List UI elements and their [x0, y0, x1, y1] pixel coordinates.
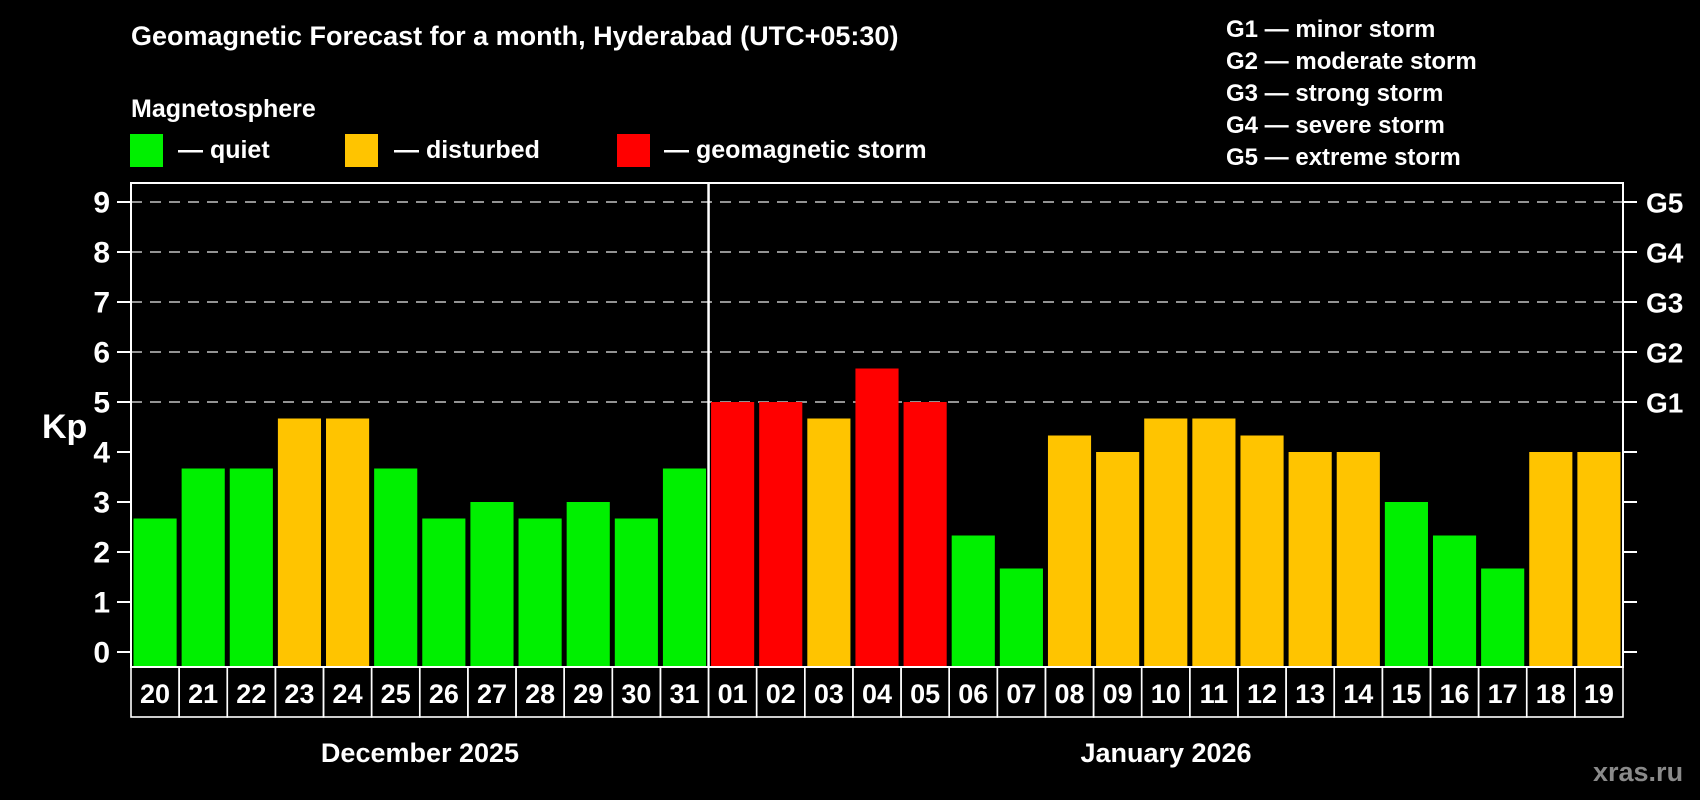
kp-bar-day-08: [1047, 435, 1092, 666]
y-axis-tick-label-8: 8: [93, 237, 110, 270]
kp-bar-day-21: [181, 468, 225, 666]
kp-bar-day-29: [566, 502, 610, 666]
date-label-28: 28: [525, 679, 555, 709]
month-label-january: January 2026: [1080, 738, 1252, 768]
date-label-29: 29: [573, 679, 603, 709]
kp-bar-day-17: [1481, 568, 1525, 666]
y-axis-tick-label-3: 3: [93, 487, 110, 520]
date-label-23: 23: [284, 679, 314, 709]
g-axis-label-G3: G3: [1646, 288, 1683, 319]
date-label-18: 18: [1536, 679, 1566, 709]
kp-bar-day-03: [807, 418, 851, 666]
kp-bar-day-07: [999, 568, 1043, 666]
y-axis-tick-label-5: 5: [93, 387, 110, 420]
kp-bar-day-24: [326, 418, 370, 666]
date-label-09: 09: [1103, 679, 1133, 709]
date-label-17: 17: [1488, 679, 1518, 709]
storm-legend-label: — geomagnetic storm: [664, 136, 927, 164]
xras-watermark: xras.ru: [1593, 757, 1684, 787]
date-label-04: 04: [862, 679, 892, 709]
date-label-27: 27: [477, 679, 507, 709]
date-label-25: 25: [381, 679, 411, 709]
kp-bar-day-28: [518, 518, 562, 666]
date-label-30: 30: [621, 679, 651, 709]
g-axis-label-G2: G2: [1646, 338, 1683, 369]
kp-bar-day-06: [951, 535, 995, 666]
kp-bar-day-22: [229, 468, 273, 666]
kp-bar-day-27: [470, 502, 514, 666]
date-label-31: 31: [669, 679, 699, 709]
date-label-10: 10: [1151, 679, 1181, 709]
date-label-16: 16: [1440, 679, 1470, 709]
date-label-19: 19: [1584, 679, 1614, 709]
kp-bar-day-04: [855, 368, 899, 666]
kp-bar-day-05: [903, 402, 947, 666]
g4-legend-line: G4 — severe storm: [1226, 112, 1445, 139]
kp-bar-day-09: [1096, 452, 1140, 666]
g-axis-label-G4: G4: [1646, 238, 1684, 269]
storm-color-swatch: [617, 134, 650, 167]
date-label-06: 06: [958, 679, 988, 709]
date-label-02: 02: [766, 679, 796, 709]
month-label-december: December 2025: [320, 738, 520, 768]
magnetosphere-label: Magnetosphere: [131, 95, 316, 123]
y-axis-tick-label-1: 1: [93, 587, 110, 620]
y-axis-tick-label-4: 4: [93, 437, 110, 470]
date-label-03: 03: [814, 679, 844, 709]
kp-axis-label: Kp: [42, 408, 88, 446]
kp-bar-day-18: [1529, 452, 1573, 666]
kp-bar-day-25: [374, 468, 418, 666]
kp-bar-day-11: [1192, 418, 1236, 666]
kp-bar-day-19: [1577, 452, 1621, 666]
date-label-11: 11: [1200, 679, 1229, 709]
date-label-08: 08: [1054, 679, 1084, 709]
date-label-12: 12: [1247, 679, 1277, 709]
date-label-01: 01: [718, 679, 748, 709]
kp-bar-day-13: [1288, 452, 1332, 666]
date-label-13: 13: [1295, 679, 1325, 709]
date-label-21: 21: [188, 679, 218, 709]
disturbed-color-swatch: [345, 134, 378, 167]
date-label-24: 24: [333, 679, 363, 709]
y-axis-tick-label-7: 7: [93, 287, 110, 320]
y-axis-tick-label-2: 2: [93, 537, 110, 570]
kp-bar-day-26: [422, 518, 466, 666]
date-label-22: 22: [236, 679, 266, 709]
kp-bar-day-01: [711, 402, 755, 666]
state-legend: — quiet — disturbed — geomagnetic storm: [0, 134, 1700, 167]
g-scale-legend: G1 — minor storm G2 — moderate storm G3 …: [1226, 14, 1477, 174]
g3-legend-line: G3 — strong storm: [1226, 80, 1444, 107]
quiet-legend-label: — quiet: [178, 136, 270, 164]
g5-legend-line: G5 — extreme storm: [1226, 144, 1461, 171]
kp-bar-day-23: [277, 418, 322, 666]
kp-bar-day-12: [1240, 435, 1284, 666]
page-title: Geomagnetic Forecast for a month, Hydera…: [131, 21, 899, 51]
date-label-05: 05: [910, 679, 940, 709]
date-label-15: 15: [1391, 679, 1421, 709]
kp-bar-day-16: [1432, 535, 1477, 666]
kp-bar-day-20: [133, 518, 177, 666]
y-axis-tick-label-6: 6: [93, 337, 110, 370]
kp-bar-day-15: [1384, 502, 1428, 666]
date-cell-19: [1574, 666, 1624, 718]
date-label-20: 20: [140, 679, 170, 709]
kp-bar-day-31: [662, 468, 707, 666]
disturbed-legend-label: — disturbed: [394, 136, 540, 164]
kp-bar-day-02: [759, 402, 803, 666]
date-label-26: 26: [429, 679, 459, 709]
g2-legend-line: G2 — moderate storm: [1226, 48, 1477, 75]
date-label-07: 07: [1006, 679, 1036, 709]
kp-bar-day-30: [614, 518, 658, 666]
y-axis-tick-label-9: 9: [93, 187, 110, 220]
g1-legend-line: G1 — minor storm: [1226, 16, 1436, 43]
kp-bar-day-14: [1336, 452, 1380, 666]
kp-bar-day-10: [1144, 418, 1188, 666]
g-axis-label-G5: G5: [1646, 188, 1683, 219]
y-axis-tick-label-0: 0: [93, 637, 110, 670]
quiet-color-swatch: [130, 134, 163, 167]
g-axis-label-G1: G1: [1646, 388, 1683, 419]
date-label-14: 14: [1343, 679, 1373, 709]
